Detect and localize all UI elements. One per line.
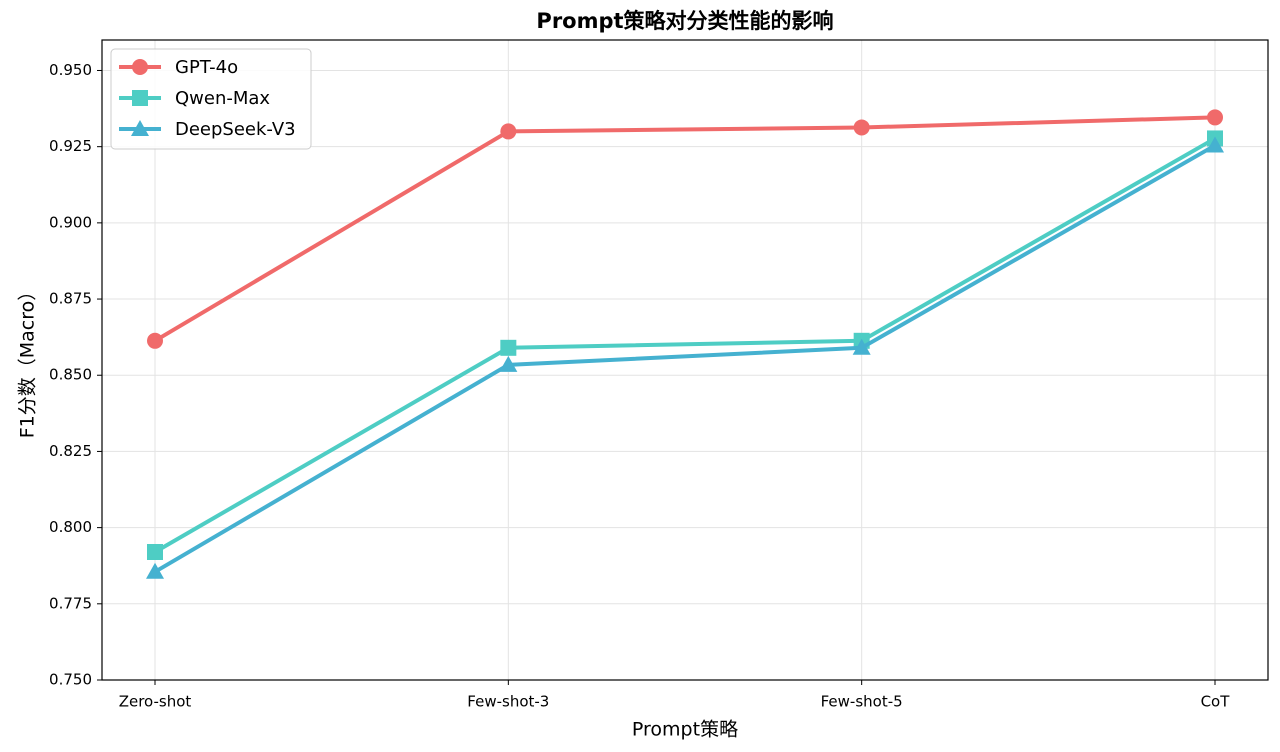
y-tick-label: 0.900 — [49, 213, 92, 231]
marker — [147, 332, 163, 349]
x-tick-label: Few-shot-3 — [467, 693, 549, 711]
marker — [500, 123, 517, 140]
y-tick-label: 0.850 — [49, 366, 92, 384]
y-tick-label: 0.950 — [49, 61, 92, 79]
marker — [146, 562, 164, 579]
plot-frame — [101, 39, 1269, 681]
x-axis-label: Prompt策略 — [632, 719, 738, 741]
marker — [147, 544, 163, 560]
legend-label: DeepSeek-V3 — [175, 119, 296, 140]
x-tick-label: CoT — [1201, 693, 1231, 711]
x-tick-label: Few-shot-5 — [821, 693, 903, 711]
chart-title: Prompt策略对分类性能的影响 — [536, 9, 833, 33]
y-tick-label: 0.875 — [49, 290, 92, 308]
marker — [852, 338, 871, 355]
marker — [499, 355, 518, 372]
legend-marker — [132, 90, 148, 106]
legend-marker — [132, 59, 148, 75]
y-tick-label: 0.825 — [49, 442, 92, 460]
marker — [1207, 109, 1223, 126]
marker — [1206, 136, 1224, 153]
y-tick-label: 0.775 — [49, 594, 92, 612]
x-tick-label: Zero-shot — [119, 693, 192, 711]
legend-marker — [131, 120, 149, 136]
y-tick-label: 0.800 — [49, 518, 92, 536]
legend-box — [110, 48, 312, 150]
series-line — [153, 115, 1216, 343]
marker — [853, 119, 870, 136]
legend-label: Qwen-Max — [175, 88, 270, 109]
y-tick-label: 0.925 — [49, 137, 92, 155]
y-axis-label: F1分数（Macro） — [17, 282, 39, 439]
marker — [500, 339, 517, 356]
series-line — [153, 143, 1216, 574]
y-tick-label: 0.750 — [49, 671, 92, 689]
series-line — [153, 136, 1216, 554]
legend-label: GPT-4o — [175, 57, 238, 78]
